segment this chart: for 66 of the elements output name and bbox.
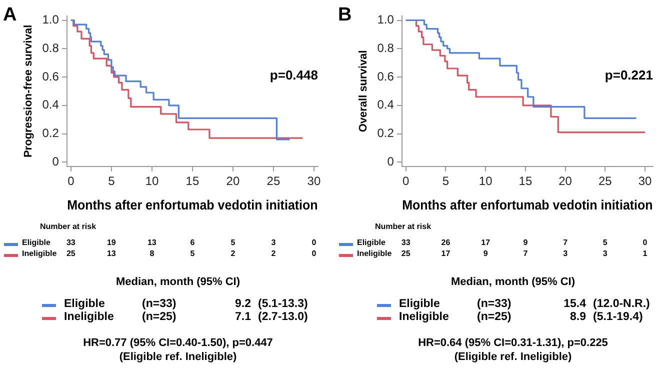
text: Eligible (399, 298, 440, 310)
annotation: p=0.448 (270, 68, 318, 83)
y-tick-label: 1.0 (377, 12, 394, 27)
x-tick-label: 15 (186, 174, 200, 188)
legend-label: Ineligible (357, 249, 392, 258)
chart-title: B (338, 4, 352, 26)
y-tick-label: 0.8 (377, 40, 394, 55)
text: (Eligible ref. Ineligible) (119, 351, 237, 363)
chart-title: A (3, 4, 17, 26)
text: 25 13 8 5 2 2 0 (66, 249, 316, 258)
x-tick-label: 0 (402, 174, 410, 188)
text: Eligible (64, 298, 105, 310)
x-tick-label: 10 (478, 174, 493, 188)
y-tick-label: 0.6 (377, 69, 394, 84)
y-tick-label: 1.0 (42, 12, 60, 27)
text: Ineligible (64, 311, 114, 323)
annotation: p=0.221 (604, 68, 653, 83)
y-tick-label: 0.8 (42, 40, 60, 55)
text: 33 26 17 9 7 5 0 (401, 238, 648, 247)
x-axis-title: Months after enfortumab vedotin initiation (402, 197, 653, 213)
x-tick-label: 5 (108, 174, 116, 188)
x-axis-title: Months after enfortumab vedotin initiation (67, 197, 318, 213)
text: 33 19 13 6 5 3 0 (66, 238, 316, 247)
text: (n=25) (477, 311, 512, 323)
legend-label: Eligible (357, 238, 386, 247)
text: (Eligible ref. Ineligible) (454, 351, 572, 363)
y-axis-title: Overall survival (358, 50, 370, 132)
text: 25 17 9 7 3 3 1 (401, 249, 648, 258)
text: HR=0.77 (95% CI=0.40-1.50), p=0.447 (83, 337, 273, 349)
text: (n=25) (142, 311, 176, 323)
y-axis-title: Progression-free survival (22, 24, 35, 158)
x-tick-label: 5 (442, 174, 450, 188)
x-tick-label: 20 (226, 174, 240, 188)
x-tick-label: 30 (638, 174, 652, 188)
text: (n=33) (477, 298, 512, 310)
y-tick-label: 0.4 (42, 98, 60, 112)
text: (2.7-13.0) (258, 311, 308, 323)
y-tick-label: 0 (52, 154, 60, 168)
y-tick-label: 0 (387, 154, 394, 168)
text: (12.0-N.R.) (593, 298, 650, 310)
y-tick-label: 0.2 (42, 126, 60, 140)
text: 8.9 (570, 311, 586, 323)
x-tick-label: 25 (266, 174, 280, 188)
x-tick-label: 10 (145, 174, 159, 188)
text: 15.4 (564, 298, 586, 310)
legend-label: Eligible (22, 238, 50, 247)
x-tick-label: 15 (518, 174, 532, 188)
x-tick-label: 25 (598, 174, 612, 188)
text: 7.1 (235, 311, 251, 323)
y-tick-label: 0.4 (377, 98, 394, 112)
legend-label: Ineligible (22, 249, 57, 258)
text: Median, month (95% CI) (450, 276, 576, 288)
y-tick-label: 0.6 (42, 69, 60, 84)
text: HR=0.64 (95% CI=0.31-1.31), p=0.225 (418, 337, 608, 349)
text: (5.1-13.3) (258, 298, 308, 310)
text: (5.1-19.4) (593, 311, 643, 323)
text: Number at risk (375, 222, 432, 231)
y-tick-label: 0.2 (377, 126, 394, 140)
text: (n=33) (142, 298, 176, 310)
x-tick-label: 30 (307, 174, 321, 188)
x-tick-label: 20 (558, 174, 572, 188)
text: Number at risk (40, 222, 96, 231)
text: 9.2 (235, 298, 251, 310)
text: Ineligible (399, 311, 449, 323)
x-tick-label: 0 (68, 174, 75, 188)
text: Median, month (95% CI) (116, 276, 240, 288)
